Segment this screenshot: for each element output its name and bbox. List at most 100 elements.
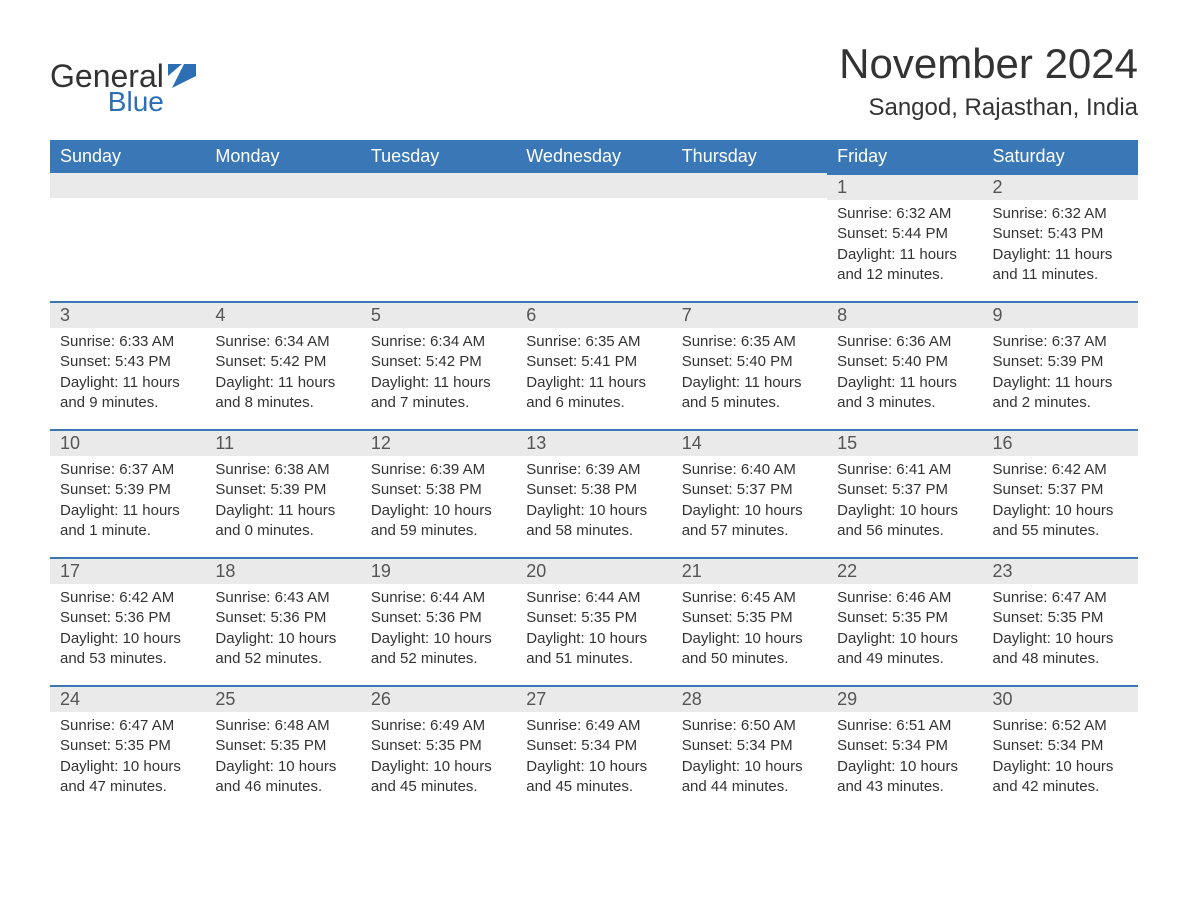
calendar-day-cell: 16Sunrise: 6:42 AMSunset: 5:37 PMDayligh… [983,429,1138,557]
day-body: Sunrise: 6:50 AMSunset: 5:34 PMDaylight:… [672,712,827,807]
day-body: Sunrise: 6:36 AMSunset: 5:40 PMDaylight:… [827,328,982,423]
day-body: Sunrise: 6:49 AMSunset: 5:35 PMDaylight:… [361,712,516,807]
sunrise-text: Sunrise: 6:39 AM [526,460,661,480]
sunset-text: Sunset: 5:40 PM [837,352,972,372]
daylight-text: Daylight: 11 hours and 5 minutes. [682,373,817,414]
daylight-text: Daylight: 10 hours and 49 minutes. [837,629,972,670]
day-body: Sunrise: 6:47 AMSunset: 5:35 PMDaylight:… [983,584,1138,679]
day-number-empty [361,173,516,198]
day-body: Sunrise: 6:43 AMSunset: 5:36 PMDaylight:… [205,584,360,679]
title-block: November 2024 Sangod, Rajasthan, India [839,40,1138,122]
calendar-day-cell: 19Sunrise: 6:44 AMSunset: 5:36 PMDayligh… [361,557,516,685]
daylight-text: Daylight: 11 hours and 3 minutes. [837,373,972,414]
day-number: 4 [205,301,360,328]
sunrise-text: Sunrise: 6:35 AM [526,332,661,352]
day-body: Sunrise: 6:32 AMSunset: 5:44 PMDaylight:… [827,200,982,295]
sunrise-text: Sunrise: 6:49 AM [526,716,661,736]
calendar-day-cell [516,173,671,301]
daylight-text: Daylight: 11 hours and 1 minute. [60,501,195,542]
daylight-text: Daylight: 10 hours and 45 minutes. [371,757,506,798]
sunrise-text: Sunrise: 6:40 AM [682,460,817,480]
weekday-header: Thursday [672,140,827,173]
sunset-text: Sunset: 5:35 PM [682,608,817,628]
calendar-day-cell: 15Sunrise: 6:41 AMSunset: 5:37 PMDayligh… [827,429,982,557]
logo-flag-icon [168,64,196,88]
sunrise-text: Sunrise: 6:44 AM [526,588,661,608]
sunset-text: Sunset: 5:44 PM [837,224,972,244]
daylight-text: Daylight: 11 hours and 12 minutes. [837,245,972,286]
sunrise-text: Sunrise: 6:32 AM [993,204,1128,224]
sunrise-text: Sunrise: 6:36 AM [837,332,972,352]
calendar-day-cell [672,173,827,301]
daylight-text: Daylight: 11 hours and 8 minutes. [215,373,350,414]
daylight-text: Daylight: 11 hours and 7 minutes. [371,373,506,414]
calendar-day-cell: 20Sunrise: 6:44 AMSunset: 5:35 PMDayligh… [516,557,671,685]
sunset-text: Sunset: 5:37 PM [993,480,1128,500]
day-number: 10 [50,429,205,456]
day-number-empty [205,173,360,198]
calendar-body: 1Sunrise: 6:32 AMSunset: 5:44 PMDaylight… [50,173,1138,813]
day-number-empty [516,173,671,198]
calendar-day-cell: 8Sunrise: 6:36 AMSunset: 5:40 PMDaylight… [827,301,982,429]
day-body: Sunrise: 6:42 AMSunset: 5:37 PMDaylight:… [983,456,1138,551]
daylight-text: Daylight: 10 hours and 50 minutes. [682,629,817,670]
sunset-text: Sunset: 5:36 PM [60,608,195,628]
day-body: Sunrise: 6:35 AMSunset: 5:41 PMDaylight:… [516,328,671,423]
day-number: 5 [361,301,516,328]
day-number: 7 [672,301,827,328]
daylight-text: Daylight: 10 hours and 53 minutes. [60,629,195,670]
day-number: 12 [361,429,516,456]
sunset-text: Sunset: 5:41 PM [526,352,661,372]
sunrise-text: Sunrise: 6:45 AM [682,588,817,608]
day-number: 16 [983,429,1138,456]
sunrise-text: Sunrise: 6:41 AM [837,460,972,480]
sunset-text: Sunset: 5:34 PM [682,736,817,756]
day-body: Sunrise: 6:39 AMSunset: 5:38 PMDaylight:… [361,456,516,551]
day-body: Sunrise: 6:39 AMSunset: 5:38 PMDaylight:… [516,456,671,551]
sunset-text: Sunset: 5:35 PM [837,608,972,628]
sunset-text: Sunset: 5:39 PM [215,480,350,500]
sunrise-text: Sunrise: 6:37 AM [60,460,195,480]
sunrise-text: Sunrise: 6:46 AM [837,588,972,608]
day-number-empty [50,173,205,198]
calendar-day-cell: 7Sunrise: 6:35 AMSunset: 5:40 PMDaylight… [672,301,827,429]
day-body: Sunrise: 6:35 AMSunset: 5:40 PMDaylight:… [672,328,827,423]
daylight-text: Daylight: 10 hours and 44 minutes. [682,757,817,798]
sunrise-text: Sunrise: 6:37 AM [993,332,1128,352]
daylight-text: Daylight: 10 hours and 46 minutes. [215,757,350,798]
day-number: 25 [205,685,360,712]
daylight-text: Daylight: 10 hours and 45 minutes. [526,757,661,798]
calendar-week-row: 1Sunrise: 6:32 AMSunset: 5:44 PMDaylight… [50,173,1138,301]
weekday-header: Friday [827,140,982,173]
sunrise-text: Sunrise: 6:34 AM [371,332,506,352]
day-body: Sunrise: 6:42 AMSunset: 5:36 PMDaylight:… [50,584,205,679]
calendar-day-cell: 24Sunrise: 6:47 AMSunset: 5:35 PMDayligh… [50,685,205,813]
sunset-text: Sunset: 5:38 PM [526,480,661,500]
calendar-day-cell: 14Sunrise: 6:40 AMSunset: 5:37 PMDayligh… [672,429,827,557]
sunset-text: Sunset: 5:34 PM [526,736,661,756]
calendar-day-cell: 27Sunrise: 6:49 AMSunset: 5:34 PMDayligh… [516,685,671,813]
sunrise-text: Sunrise: 6:42 AM [60,588,195,608]
daylight-text: Daylight: 11 hours and 2 minutes. [993,373,1128,414]
weekday-header: Wednesday [516,140,671,173]
calendar-page: General Blue November 2024 Sangod, Rajas… [0,0,1188,863]
sunset-text: Sunset: 5:35 PM [60,736,195,756]
day-number: 22 [827,557,982,584]
page-header: General Blue November 2024 Sangod, Rajas… [50,40,1138,122]
day-number: 1 [827,173,982,200]
daylight-text: Daylight: 10 hours and 55 minutes. [993,501,1128,542]
day-body: Sunrise: 6:46 AMSunset: 5:35 PMDaylight:… [827,584,982,679]
calendar-day-cell: 11Sunrise: 6:38 AMSunset: 5:39 PMDayligh… [205,429,360,557]
calendar-day-cell [361,173,516,301]
daylight-text: Daylight: 11 hours and 11 minutes. [993,245,1128,286]
daylight-text: Daylight: 10 hours and 57 minutes. [682,501,817,542]
calendar-day-cell: 9Sunrise: 6:37 AMSunset: 5:39 PMDaylight… [983,301,1138,429]
daylight-text: Daylight: 10 hours and 43 minutes. [837,757,972,798]
calendar-day-cell: 26Sunrise: 6:49 AMSunset: 5:35 PMDayligh… [361,685,516,813]
calendar-week-row: 24Sunrise: 6:47 AMSunset: 5:35 PMDayligh… [50,685,1138,813]
sunrise-text: Sunrise: 6:33 AM [60,332,195,352]
calendar-day-cell: 13Sunrise: 6:39 AMSunset: 5:38 PMDayligh… [516,429,671,557]
day-number: 15 [827,429,982,456]
sunset-text: Sunset: 5:37 PM [837,480,972,500]
day-number: 26 [361,685,516,712]
